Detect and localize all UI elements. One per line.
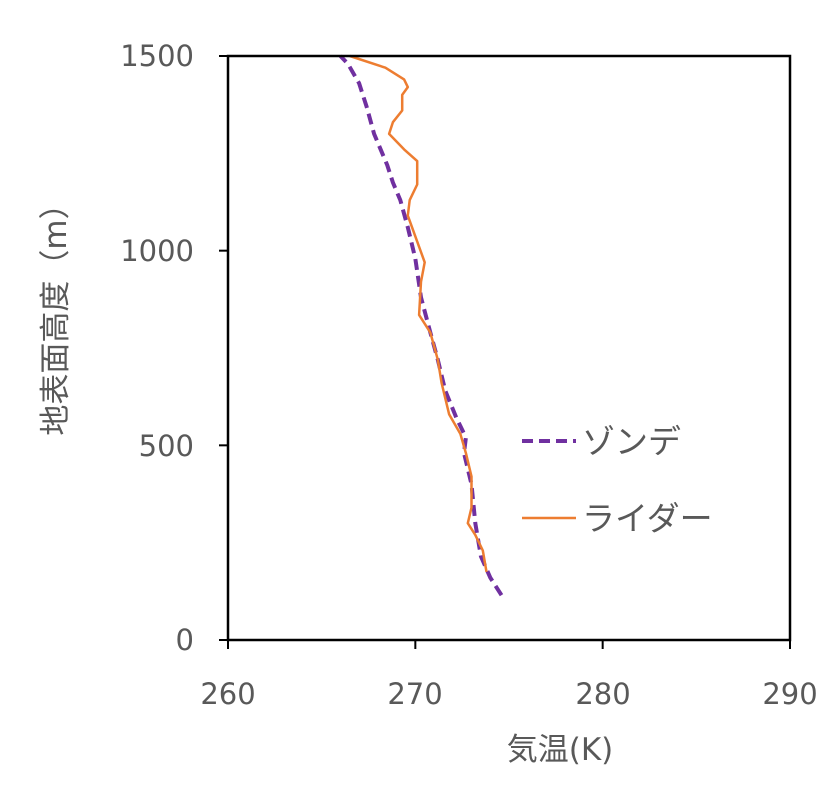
y-tick-label-1: 500 — [139, 429, 194, 463]
x-axis-title: 気温(K) — [507, 732, 614, 768]
y-tick-label-3: 1500 — [120, 39, 194, 73]
legend-label-lidar: ライダー — [582, 499, 713, 538]
y-tick-label-0: 0 — [176, 623, 194, 657]
x-tick-label-1: 270 — [387, 677, 442, 711]
legend: ゾンデ ライダー — [522, 422, 713, 538]
x-tick-label-2: 280 — [575, 677, 630, 711]
legend-label-sonde: ゾンデ — [582, 422, 681, 461]
y-axis-title: 地表面高度（m） — [38, 188, 74, 435]
series-layer — [338, 54, 504, 597]
x-tick-label-0: 260 — [200, 677, 255, 711]
plot-area-border — [226, 54, 792, 642]
ticks-layer — [219, 55, 791, 649]
x-tick-label-3: 290 — [762, 677, 817, 711]
sonde-series-line — [338, 54, 504, 597]
lidar-series-line — [349, 54, 488, 573]
y-tick-label-2: 1000 — [120, 234, 194, 268]
